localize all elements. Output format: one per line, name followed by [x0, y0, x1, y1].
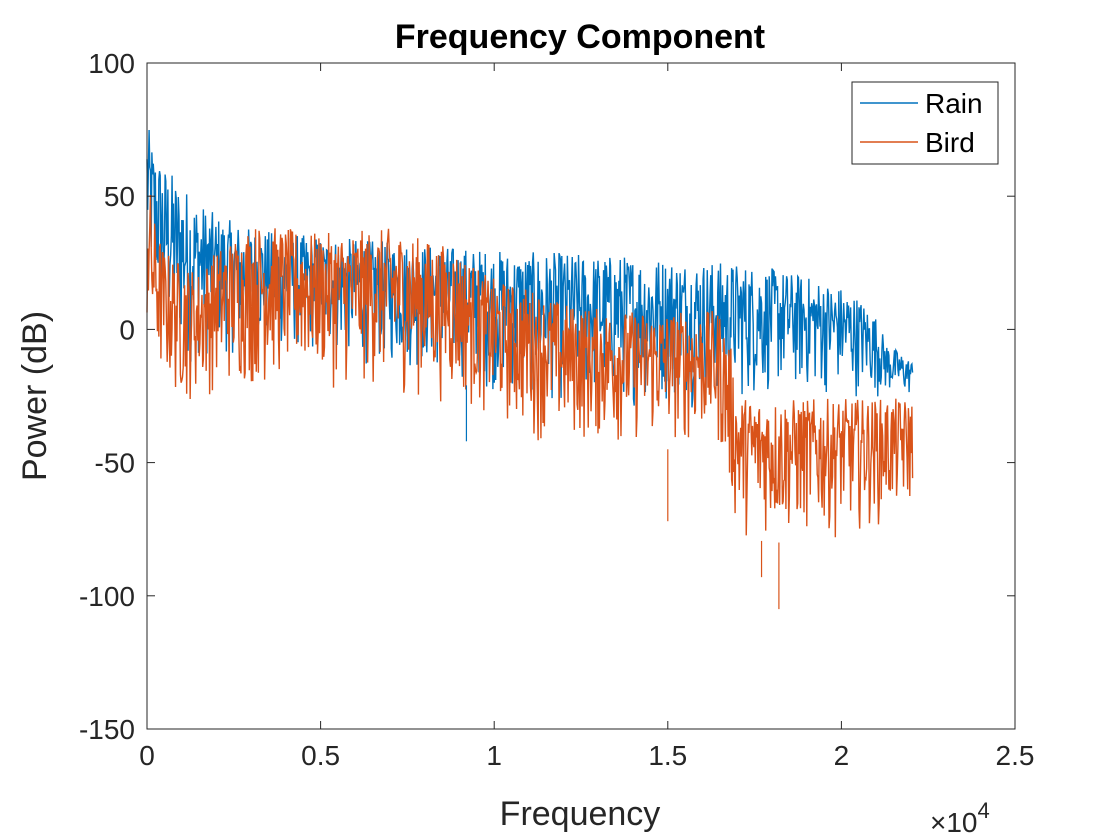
chart-title: Frequency Component [395, 18, 765, 56]
y-tick-label: -150 [79, 714, 135, 745]
plot-area [147, 63, 1015, 729]
axes-box [146, 62, 1016, 730]
y-tick-label: -50 [95, 448, 135, 479]
x-axis-exponent: ×104 [930, 798, 990, 838]
series-line-bird [146, 194, 914, 538]
x-tick-label: 2.5 [996, 740, 1035, 771]
y-axis-label: Power (dB) [16, 311, 54, 481]
x-tick-label: 1.5 [648, 740, 687, 771]
x-axis-exponent-power: 4 [978, 798, 990, 823]
legend-label-rain: Rain [925, 88, 983, 119]
series-layer [146, 130, 914, 610]
y-tick-label: 50 [104, 181, 135, 212]
legend-label-bird: Bird [925, 127, 975, 158]
x-axis-label: Frequency [500, 795, 661, 833]
x-tick-label: 0.5 [301, 740, 340, 771]
x-tick-label: 2 [834, 740, 850, 771]
legend-box [851, 81, 999, 165]
x-tick-label: 1 [486, 740, 502, 771]
x-axis-exponent-base: ×10 [930, 807, 978, 838]
y-tick-label: 0 [119, 314, 135, 345]
y-tick-label: 100 [88, 48, 135, 79]
x-tick-label: 0 [139, 740, 155, 771]
ticks-layer: 0 0.5 1 1.5 2 2.5 -150 -100 -50 0 50 100 [79, 48, 1035, 771]
legend: Rain Bird [851, 81, 999, 165]
y-tick-label: -100 [79, 581, 135, 612]
